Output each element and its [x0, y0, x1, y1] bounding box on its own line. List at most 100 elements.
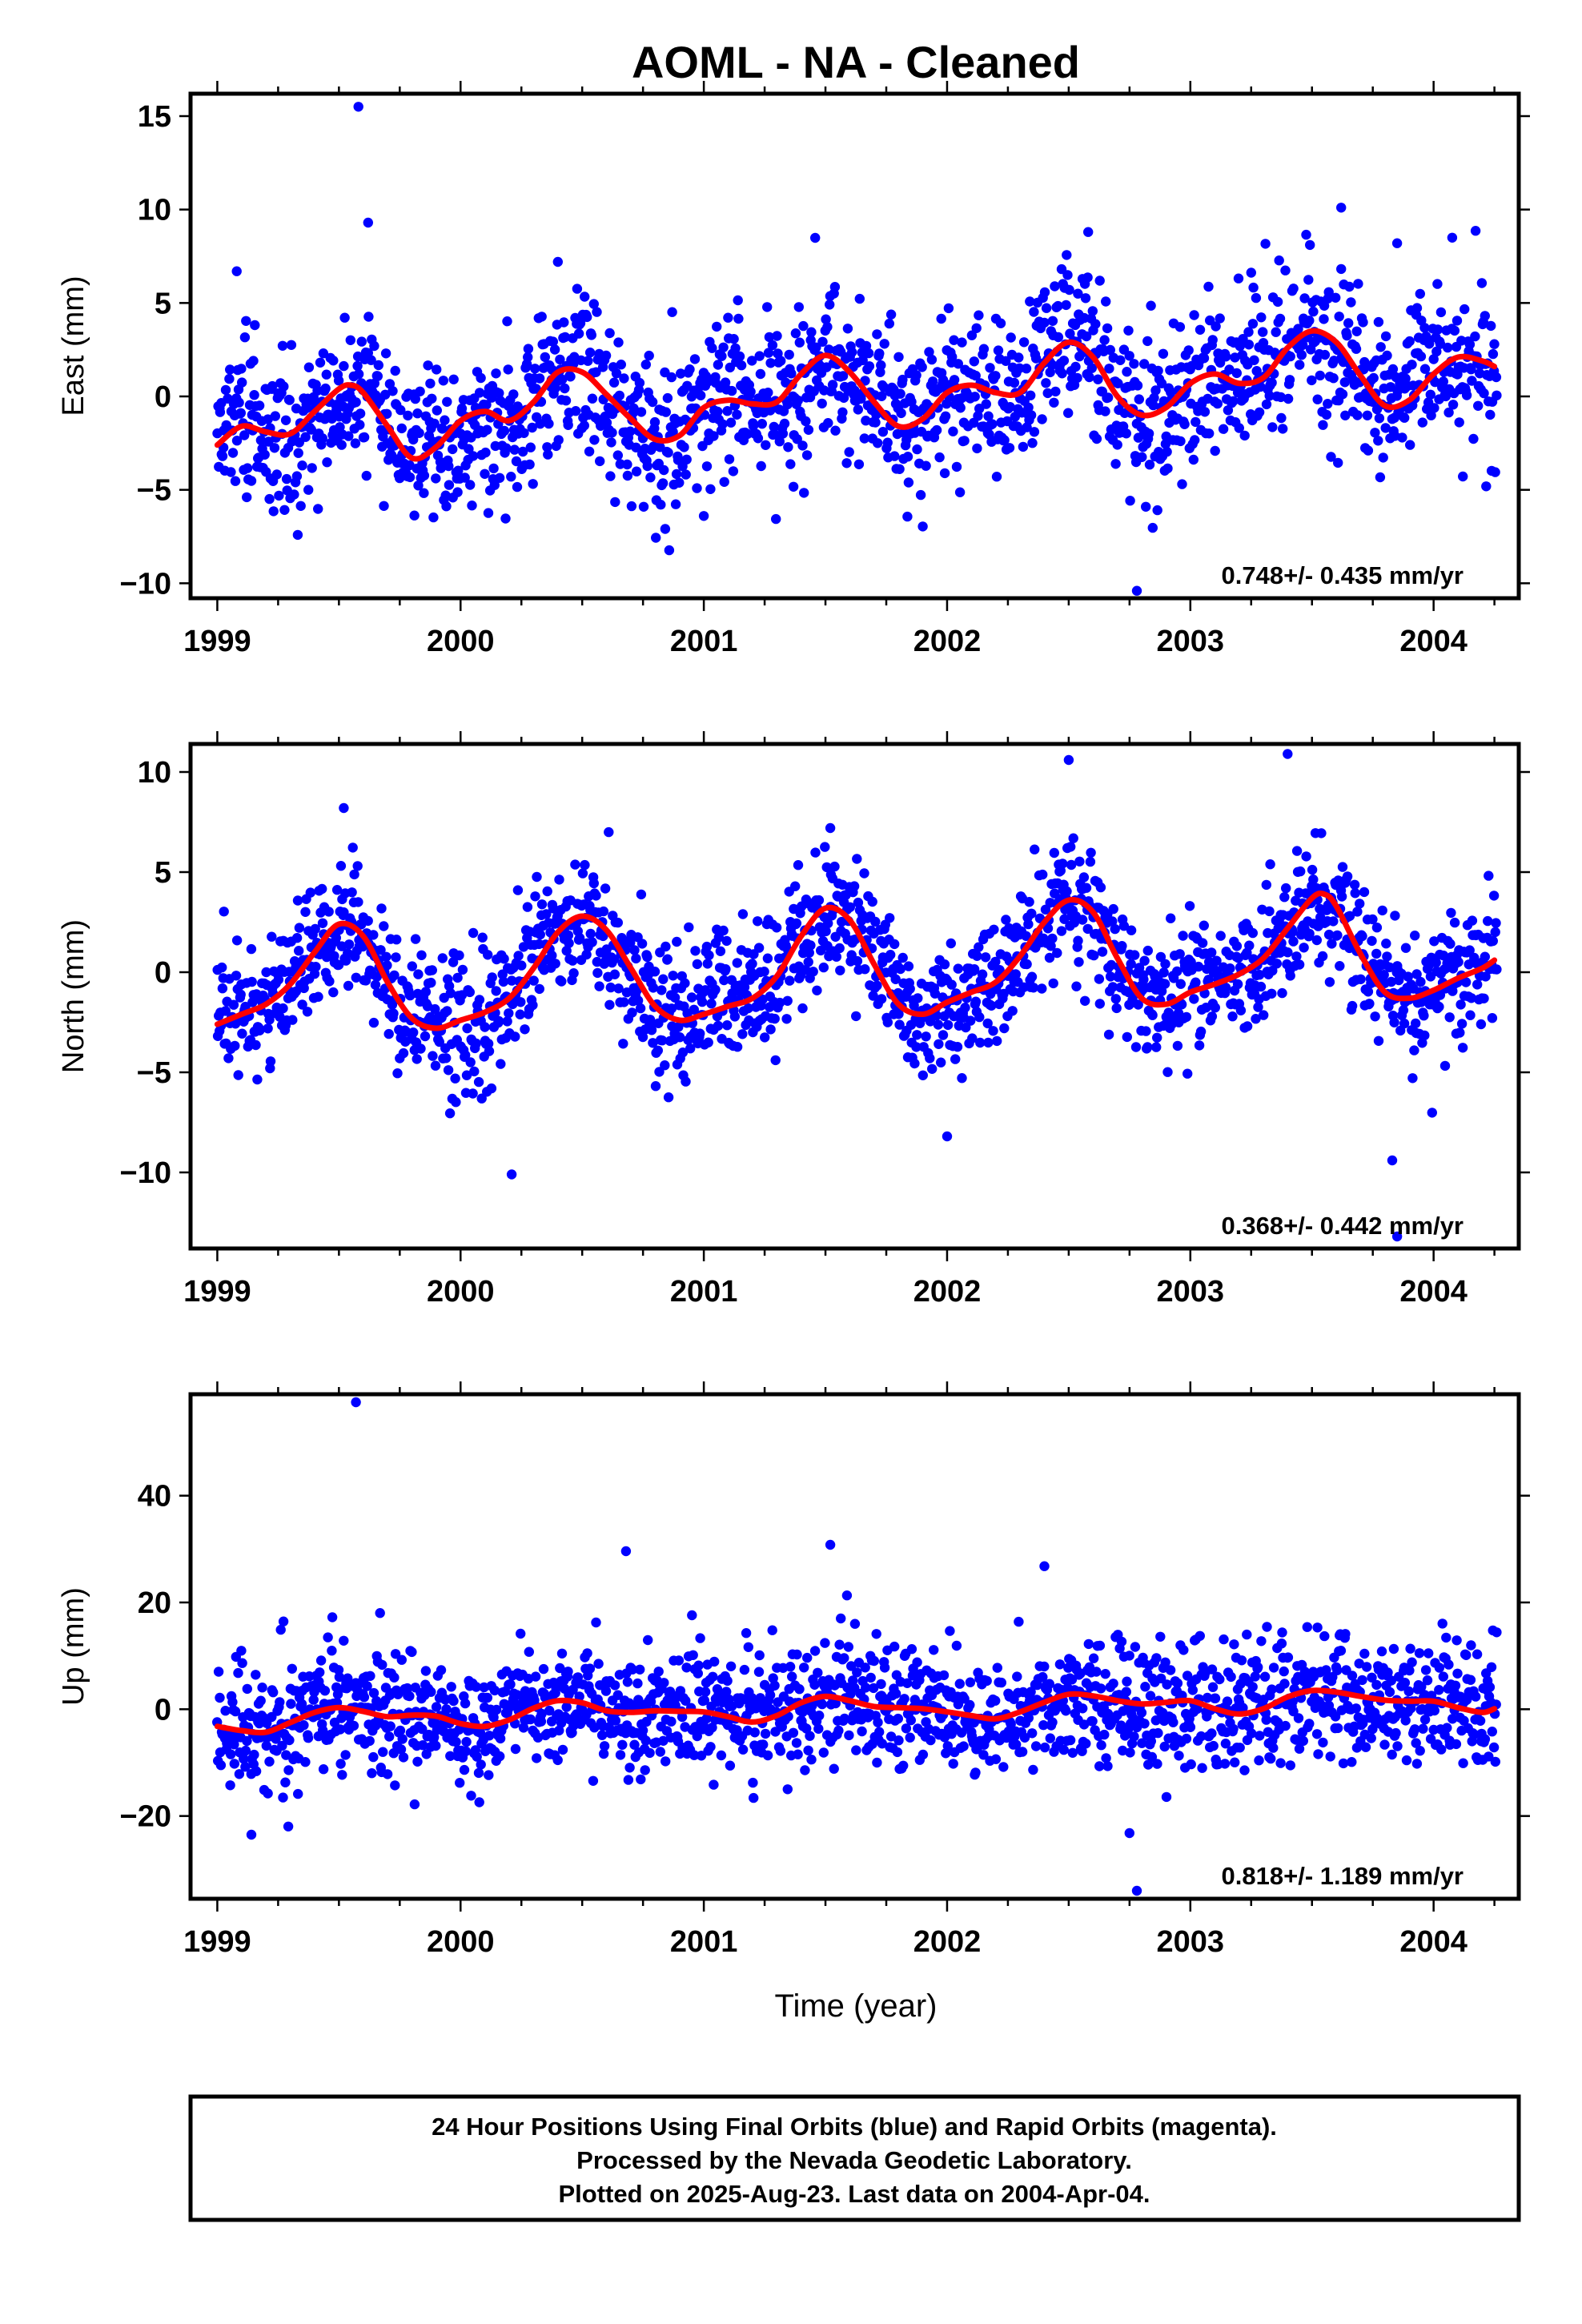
data-point — [224, 373, 235, 384]
data-point — [600, 883, 611, 894]
data-point — [431, 1740, 441, 1751]
data-point — [362, 1681, 372, 1691]
data-point — [1084, 372, 1094, 383]
data-point — [983, 411, 994, 421]
data-point — [701, 1713, 712, 1724]
data-point — [695, 1633, 705, 1643]
data-point — [990, 1754, 1002, 1764]
data-point — [622, 470, 633, 481]
data-point — [1470, 226, 1481, 236]
data-point — [925, 1053, 935, 1063]
data-point — [1122, 367, 1132, 377]
outlier-point — [1063, 754, 1074, 766]
data-point — [390, 365, 400, 376]
data-point — [810, 847, 821, 858]
data-point — [1039, 317, 1050, 328]
data-point — [693, 1668, 703, 1679]
data-point — [1136, 1707, 1147, 1718]
data-point — [990, 956, 1001, 967]
data-point — [461, 1070, 472, 1080]
y-tick-label: 10 — [138, 194, 171, 227]
data-point — [658, 974, 669, 984]
data-point — [829, 861, 840, 872]
data-point — [985, 363, 995, 373]
data-point — [624, 426, 636, 436]
data-point — [936, 1057, 946, 1068]
data-point — [1489, 339, 1500, 349]
data-point — [491, 368, 501, 379]
data-point — [889, 1641, 900, 1652]
data-point — [912, 444, 922, 455]
data-point — [375, 1608, 385, 1618]
data-point — [951, 1640, 962, 1651]
data-point — [1066, 1675, 1078, 1685]
data-point — [1137, 452, 1147, 462]
data-point — [313, 504, 323, 514]
data-point — [680, 978, 690, 988]
data-point — [1210, 1693, 1221, 1703]
data-point — [287, 1015, 298, 1025]
data-point — [813, 1723, 824, 1734]
data-point — [284, 1735, 295, 1746]
data-point — [265, 1056, 276, 1067]
data-point — [662, 954, 673, 964]
data-point — [1062, 886, 1072, 897]
data-point — [1244, 940, 1255, 951]
data-point — [749, 1727, 760, 1738]
data-point — [452, 487, 463, 497]
data-point — [1304, 928, 1315, 939]
data-point — [876, 1679, 886, 1690]
data-point — [861, 416, 871, 426]
data-point — [461, 1736, 472, 1747]
data-point — [1476, 278, 1488, 288]
data-point — [437, 953, 448, 963]
data-point — [790, 881, 801, 891]
data-point — [512, 401, 523, 412]
data-point — [423, 360, 433, 371]
data-point — [477, 932, 488, 943]
data-point — [859, 433, 870, 444]
data-point — [538, 1663, 549, 1675]
rate-label: 0.368+/- 0.442 mm/yr — [1222, 1212, 1464, 1240]
data-point — [835, 965, 845, 976]
data-point — [351, 397, 361, 408]
data-point — [662, 392, 673, 404]
data-point — [501, 443, 512, 453]
data-point — [612, 1690, 623, 1700]
data-point — [1384, 962, 1395, 973]
data-point — [915, 489, 926, 501]
data-point — [568, 955, 578, 966]
data-point — [1027, 438, 1038, 448]
data-point — [328, 356, 339, 366]
data-point — [754, 1650, 765, 1661]
data-point — [1174, 949, 1185, 959]
data-point — [989, 924, 999, 935]
data-point — [1110, 994, 1122, 1004]
x-tick-label: 2002 — [913, 625, 982, 658]
data-point — [473, 1767, 484, 1779]
data-point — [865, 1672, 876, 1683]
data-point — [1203, 281, 1214, 292]
data-point — [1046, 360, 1058, 370]
data-point — [1029, 307, 1039, 317]
data-point — [854, 293, 865, 304]
data-point — [709, 1779, 719, 1790]
data-point — [560, 383, 570, 394]
data-point — [917, 521, 928, 532]
data-point — [1110, 923, 1120, 935]
data-point — [1081, 1739, 1091, 1749]
data-point — [1452, 369, 1463, 380]
data-point — [228, 999, 239, 1010]
data-point — [753, 433, 764, 444]
data-point — [398, 1047, 409, 1059]
data-point — [1100, 406, 1110, 416]
data-point — [527, 422, 537, 433]
data-point — [761, 440, 771, 450]
data-point — [738, 1694, 749, 1704]
data-point — [321, 951, 332, 963]
data-point — [229, 1759, 239, 1769]
data-point — [1399, 412, 1410, 423]
data-point — [553, 435, 564, 445]
data-point — [455, 1778, 465, 1788]
data-point — [847, 347, 857, 357]
